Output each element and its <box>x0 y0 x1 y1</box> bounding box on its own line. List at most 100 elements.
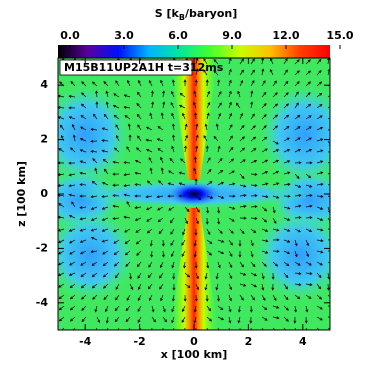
arrow-shaft <box>261 159 268 164</box>
arrow-shaft <box>238 305 241 312</box>
arrow-shaft <box>151 305 154 312</box>
arrow-shaft <box>195 58 198 65</box>
arrow-shaft <box>327 69 330 76</box>
arrow-head <box>80 251 84 255</box>
arrow-shaft <box>261 69 264 76</box>
arrow-shaft <box>114 115 120 120</box>
arrow-shaft <box>184 327 186 330</box>
arrow-head <box>251 331 253 333</box>
arrow-head <box>90 250 94 254</box>
arrow-shaft <box>305 59 311 65</box>
arrow-shaft <box>69 261 76 266</box>
arrow-head <box>112 194 116 198</box>
lobe <box>58 85 130 185</box>
arrow-shaft <box>216 272 219 279</box>
arrow-head <box>71 201 75 205</box>
arrow-shaft <box>294 250 298 257</box>
arrow-shaft <box>195 69 198 76</box>
arrow-head <box>115 80 119 84</box>
arrow-shaft <box>203 58 208 65</box>
arrow-shaft <box>157 138 164 142</box>
arrow-head <box>239 332 241 334</box>
arrow-shaft <box>171 91 175 98</box>
arrow-shaft <box>80 126 87 131</box>
arrow-head <box>148 157 152 161</box>
arrow-shaft <box>316 115 323 120</box>
arrow-head <box>125 263 129 267</box>
arrow-shaft <box>270 58 274 65</box>
arrow-shaft <box>106 91 109 98</box>
arrow-head <box>228 298 232 302</box>
arrow-head <box>208 168 212 173</box>
arrow-head <box>137 79 141 84</box>
arrow-shaft <box>305 173 311 179</box>
arrow-shaft <box>217 91 222 98</box>
arrow-head <box>296 59 300 63</box>
arrow-head <box>68 228 72 232</box>
arrow-head <box>286 126 290 129</box>
arrow-shaft <box>217 113 221 120</box>
arrow-shaft <box>172 294 175 301</box>
arrow-shaft <box>294 91 299 98</box>
arrow-shaft <box>195 124 198 131</box>
arrow-shaft <box>80 228 87 232</box>
arrow-shaft <box>136 103 142 109</box>
arrow-shaft <box>58 228 65 232</box>
arrow-head <box>126 79 130 84</box>
arrow-head <box>241 69 244 73</box>
arrow-shaft <box>327 195 330 197</box>
arrow-shaft <box>239 228 245 234</box>
arrow-shaft <box>206 91 210 98</box>
arrow-shaft <box>239 272 246 276</box>
arrow-shaft <box>96 316 100 323</box>
arrow-head <box>251 80 255 84</box>
arrow-shaft <box>294 70 300 76</box>
arrow-shaft <box>294 272 301 275</box>
arrow-shaft <box>172 134 175 142</box>
arrow-head <box>129 276 133 280</box>
arrow-head <box>269 68 273 73</box>
arrow-head <box>80 285 84 289</box>
arrow-shaft <box>113 228 120 232</box>
arrow-shaft <box>250 250 254 257</box>
arrow-head <box>243 283 247 287</box>
arrow-head <box>113 252 117 256</box>
arrow-head <box>127 123 131 127</box>
arrow-shaft <box>305 239 309 246</box>
arrow-head <box>126 297 130 301</box>
arrow-head <box>194 112 198 116</box>
arrow-shaft <box>261 183 268 186</box>
arrow-head <box>241 264 244 268</box>
arrow-head <box>134 206 138 210</box>
arrow-shaft <box>239 125 245 131</box>
arrow-head <box>287 239 291 243</box>
arrow-shaft <box>239 173 245 179</box>
arrow-shaft <box>217 158 223 164</box>
arrow-shaft <box>327 294 330 298</box>
arrow-shaft <box>305 327 308 330</box>
arrow-head <box>287 206 291 210</box>
arrow-shaft <box>125 305 131 311</box>
arrow-head <box>319 126 324 130</box>
arrow-head <box>331 116 333 118</box>
arrow-shaft <box>261 294 266 301</box>
arrow-head <box>318 286 322 290</box>
arrow-head <box>193 101 196 105</box>
arrow-head <box>70 80 74 85</box>
arrow-shaft <box>146 149 153 153</box>
arrow-head <box>179 92 183 96</box>
arrow-shaft <box>250 148 257 153</box>
arrow-head <box>59 124 63 128</box>
arrow-shaft <box>294 59 300 65</box>
arrow-shaft <box>272 140 279 145</box>
arrow-head <box>230 230 234 234</box>
arrow-head <box>249 320 253 324</box>
arrow-head <box>171 320 175 324</box>
arrow-head <box>332 305 334 307</box>
arrow-shaft <box>206 250 212 256</box>
arrow-head <box>264 307 268 311</box>
arrow-head <box>116 331 118 333</box>
arrow-shaft <box>135 206 142 209</box>
arrow-shaft <box>151 327 153 330</box>
